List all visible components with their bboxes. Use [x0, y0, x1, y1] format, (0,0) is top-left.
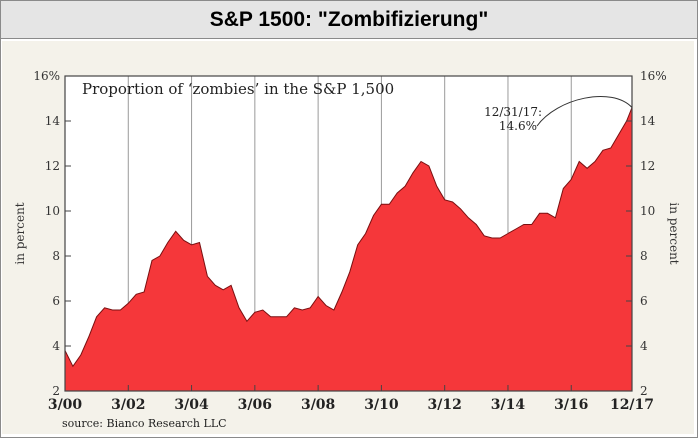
y-tick-label-right: 6 — [640, 294, 648, 308]
x-tick-label: 3/12 — [428, 397, 462, 413]
x-tick-label: 3/02 — [111, 397, 145, 413]
plot-border — [64, 75, 633, 392]
y-axis-label-left: in percent — [13, 202, 27, 264]
y-tick-label-right: 12 — [640, 159, 655, 173]
annotation-date: 12/31/17: — [484, 105, 542, 119]
y-tick-label-left: 12 — [45, 159, 60, 173]
y-tick-label-left: 14 — [45, 114, 61, 128]
x-tick-label: 3/14 — [491, 397, 526, 413]
y-tick-label-right: 2 — [640, 384, 648, 398]
source-note: source: Bianco Research LLC — [62, 417, 227, 430]
y-tick-label-left: 2 — [52, 384, 60, 398]
y-tick-label-left: 4 — [52, 339, 60, 353]
x-tick-label: 3/04 — [174, 397, 209, 413]
annotation-leader — [536, 95, 633, 127]
y-tick-label-right: 8 — [640, 249, 648, 263]
x-tick-label: 12/17 — [610, 397, 654, 413]
x-tick-label: 3/06 — [238, 397, 272, 413]
y-tick-label-right: 16% — [640, 69, 667, 83]
y-tick-label-right: 14 — [640, 114, 656, 128]
series-line — [64, 107, 633, 368]
series-area — [65, 107, 632, 391]
chart-panel: 2 2 4 4 6 6 8 8 10 10 12 12 14 14 16% 16% 3/00 3/02 3/04 3/… — [2, 41, 694, 434]
y-tick-label-left: 10 — [45, 204, 60, 218]
chart-title: Proportion of ‘zombies’ in the S&P 1,500 — [82, 80, 394, 98]
x-tick-label: 3/10 — [364, 397, 399, 413]
y-tick-label-left: 16% — [33, 69, 60, 83]
area-chart: 2 2 4 4 6 6 8 8 10 10 12 12 14 14 16% 16% 3/00 3/02 3/04 3/… — [13, 69, 681, 430]
y-tick-label-left: 6 — [52, 294, 60, 308]
y-axis-label-right: in percent — [667, 202, 681, 264]
x-tick-label: 3/08 — [301, 397, 335, 413]
x-tick-label: 3/00 — [48, 397, 83, 413]
x-tick-label: 3/16 — [554, 397, 588, 413]
annotation-value: 14.6% — [499, 119, 537, 133]
y-tick-label-right: 10 — [640, 204, 655, 218]
page-title: S&P 1500: "Zombifizierung" — [1, 1, 697, 39]
y-tick-label-left: 8 — [52, 249, 60, 263]
y-tick-label-right: 4 — [640, 339, 648, 353]
